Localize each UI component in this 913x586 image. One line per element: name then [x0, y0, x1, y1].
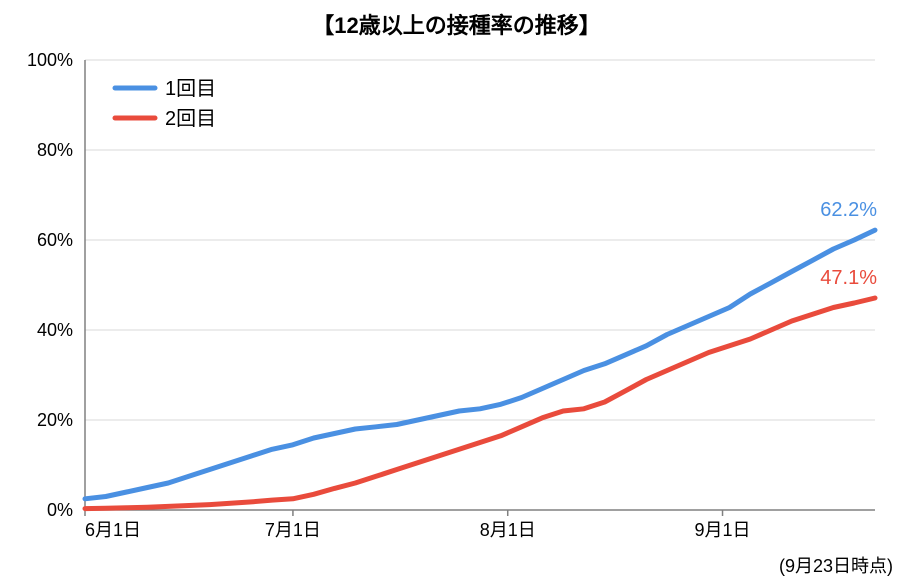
- svg-text:6月1日: 6月1日: [85, 520, 141, 540]
- svg-text:100%: 100%: [27, 50, 73, 70]
- svg-text:8月1日: 8月1日: [480, 520, 536, 540]
- svg-text:2回目: 2回目: [165, 108, 216, 130]
- chart-title: 【12歳以上の接種率の推移】: [0, 8, 913, 40]
- svg-text:0%: 0%: [47, 500, 73, 520]
- svg-text:47.1%: 47.1%: [820, 267, 877, 289]
- chart-note: (9月23日時点): [779, 552, 893, 578]
- chart-svg: 0% 20% 40% 60% 80% 100% 6月1日 7月1日 8月1日 9月1日 62.2% 4…: [0, 0, 913, 560]
- svg-text:20%: 20%: [37, 410, 73, 430]
- chart-container: 【12歳以上の接種率の推移】 0% 20% 40% 60% 80% 100% 6月1日 7月1…: [0, 0, 913, 586]
- svg-text:80%: 80%: [37, 140, 73, 160]
- svg-text:62.2%: 62.2%: [820, 199, 877, 221]
- svg-text:7月1日: 7月1日: [265, 520, 321, 540]
- svg-text:60%: 60%: [37, 230, 73, 250]
- svg-text:9月1日: 9月1日: [695, 520, 751, 540]
- svg-text:40%: 40%: [37, 320, 73, 340]
- svg-text:1回目: 1回目: [165, 78, 216, 100]
